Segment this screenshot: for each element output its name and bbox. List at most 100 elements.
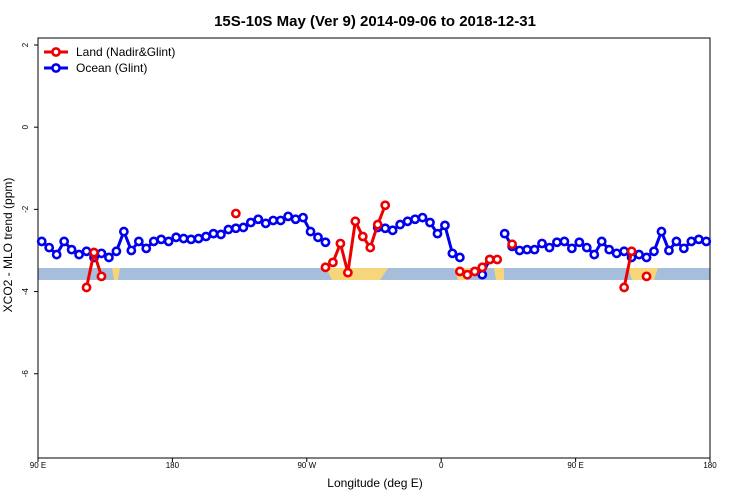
y-tick-label: 0 xyxy=(21,124,30,129)
data-point xyxy=(454,266,465,277)
x-tick-label: 180 xyxy=(703,461,717,470)
data-point xyxy=(298,212,308,223)
data-point xyxy=(81,282,92,293)
data-point xyxy=(118,226,129,237)
data-point xyxy=(104,252,114,263)
y-tick-label: -6 xyxy=(21,370,30,378)
data-point xyxy=(380,223,391,234)
data-point xyxy=(335,238,346,249)
data-point xyxy=(320,237,331,248)
data-point xyxy=(111,246,122,257)
data-point xyxy=(290,214,301,225)
data-point xyxy=(230,208,241,219)
legend-marker xyxy=(51,63,61,73)
data-point xyxy=(649,246,659,257)
x-axis-label: Longitude (deg E) xyxy=(327,476,422,490)
legend-label: Ocean (Glint) xyxy=(76,61,147,75)
data-point xyxy=(357,231,368,242)
data-point xyxy=(566,243,577,254)
data-point xyxy=(596,236,607,247)
data-point xyxy=(96,271,107,282)
data-point xyxy=(305,226,316,237)
data-point xyxy=(260,218,271,229)
surface-band xyxy=(38,268,710,280)
data-point xyxy=(432,228,443,239)
data-point xyxy=(671,236,682,247)
land-patch xyxy=(326,268,388,280)
data-point xyxy=(328,257,338,268)
data-point xyxy=(126,245,137,256)
data-point xyxy=(454,252,465,263)
data-point xyxy=(469,266,480,277)
data-point xyxy=(693,234,704,245)
data-point xyxy=(664,245,674,256)
data-point xyxy=(36,236,47,247)
data-point xyxy=(275,215,286,226)
data-point xyxy=(350,216,361,227)
data-point xyxy=(499,228,510,239)
data-point xyxy=(387,225,398,236)
data-point xyxy=(253,214,264,225)
data-point xyxy=(51,249,62,260)
data-point xyxy=(611,248,622,259)
y-tick-label: 2 xyxy=(21,42,30,47)
legend-label: Land (Nadir&Glint) xyxy=(76,45,175,59)
land-patch xyxy=(494,268,504,280)
data-point xyxy=(230,223,241,234)
data-point xyxy=(544,242,555,253)
data-point xyxy=(81,246,92,257)
data-point xyxy=(342,267,353,278)
data-point xyxy=(395,219,406,230)
x-tick-label: 90 W xyxy=(297,461,316,470)
data-point xyxy=(507,239,518,250)
data-point xyxy=(537,238,547,249)
y-tick-label: -2 xyxy=(21,205,30,213)
data-point xyxy=(619,282,630,293)
data-point xyxy=(701,236,712,247)
data-point xyxy=(634,249,644,260)
data-point xyxy=(156,234,167,245)
data-point xyxy=(365,242,376,253)
data-point xyxy=(74,249,84,260)
data-point xyxy=(402,216,413,227)
x-tick-label: 0 xyxy=(439,461,444,470)
data-point xyxy=(245,217,256,228)
data-point xyxy=(372,219,383,230)
data-point xyxy=(581,242,592,253)
data-point xyxy=(313,232,323,243)
data-point xyxy=(552,237,562,248)
data-point xyxy=(626,246,637,257)
data-point xyxy=(223,224,234,235)
data-point xyxy=(44,242,55,253)
data-point xyxy=(163,236,174,247)
data-point xyxy=(522,244,532,255)
legend-marker xyxy=(51,47,61,57)
data-point xyxy=(462,269,473,280)
data-point xyxy=(141,243,152,254)
data-point xyxy=(178,233,189,244)
data-point xyxy=(447,248,458,259)
y-tick-label: -4 xyxy=(21,287,30,295)
data-point xyxy=(216,229,226,240)
data-point xyxy=(477,262,488,273)
data-point xyxy=(574,237,585,248)
data-point xyxy=(208,228,219,239)
data-point xyxy=(492,254,503,265)
data-point xyxy=(186,234,196,245)
data-point xyxy=(171,232,182,243)
data-point xyxy=(604,244,615,255)
data-point xyxy=(417,212,428,223)
x-tick-label: 90 E xyxy=(567,461,583,470)
data-point xyxy=(410,214,420,225)
data-point xyxy=(514,245,525,256)
data-point xyxy=(66,244,77,255)
data-point xyxy=(193,233,204,244)
data-point xyxy=(589,249,600,260)
data-point xyxy=(559,236,570,247)
data-point xyxy=(268,215,279,226)
data-point xyxy=(425,217,435,228)
legend: Land (Nadir&Glint) Ocean (Glint) xyxy=(44,45,175,75)
chart-title: 15S-10S May (Ver 9) 2014-09-06 to 2018-1… xyxy=(214,13,536,30)
y-axis-label: XCO2 - MLO trend (ppm) xyxy=(1,178,15,313)
data-point xyxy=(686,236,697,247)
